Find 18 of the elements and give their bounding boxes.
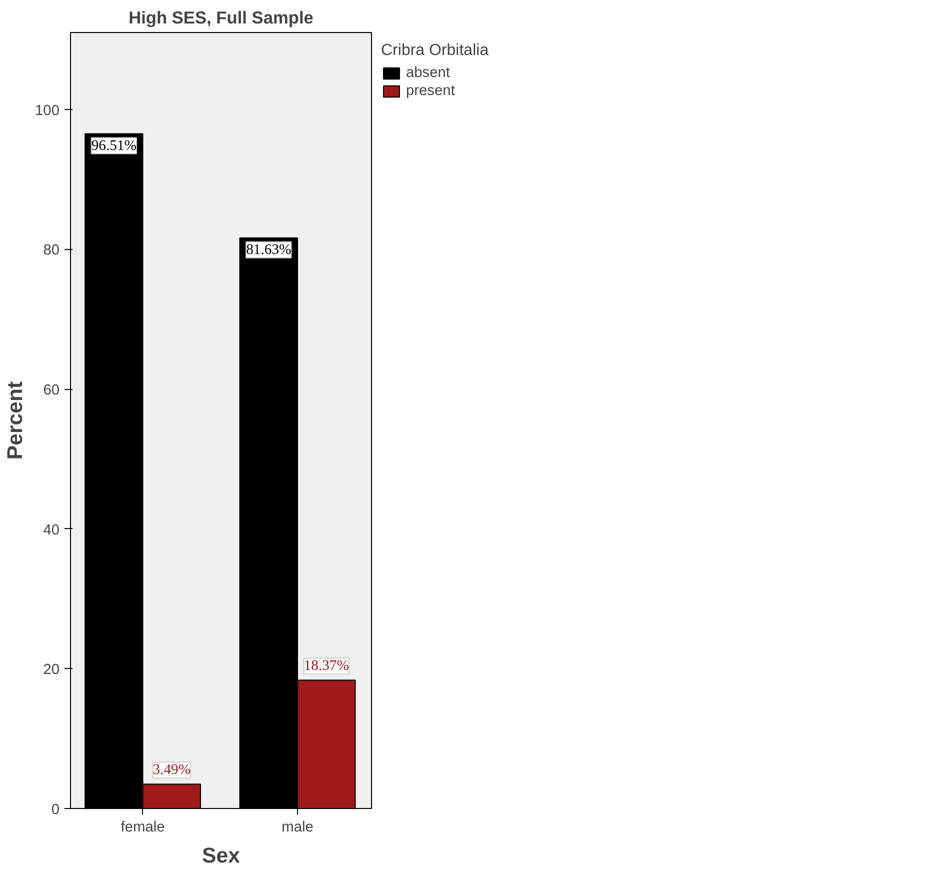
y-tick-label: 20 [43, 662, 60, 678]
y-tick-label: 100 [35, 102, 60, 119]
legend-title: Cribra Orbitalia [381, 42, 489, 60]
chart-title: High SES, Full Sample [128, 8, 314, 28]
data-label: 18.37% [304, 658, 349, 674]
y-tick-label: 40 [43, 522, 60, 538]
legend-label: present [406, 83, 455, 99]
y-tick-label: 0 [51, 802, 60, 818]
y-axis-title: Percent [3, 381, 28, 460]
y-tick-label: 80 [43, 242, 60, 259]
data-label: 96.51% [91, 138, 137, 154]
legend-label: absent [406, 65, 450, 81]
x-axis-title: Sex [202, 844, 240, 868]
data-label: 3.49% [152, 762, 191, 778]
data-label: 81.63% [246, 242, 292, 258]
x-tick-label: male [282, 820, 314, 836]
x-tick-label: female [120, 820, 165, 836]
y-tick-label: 60 [43, 382, 60, 399]
